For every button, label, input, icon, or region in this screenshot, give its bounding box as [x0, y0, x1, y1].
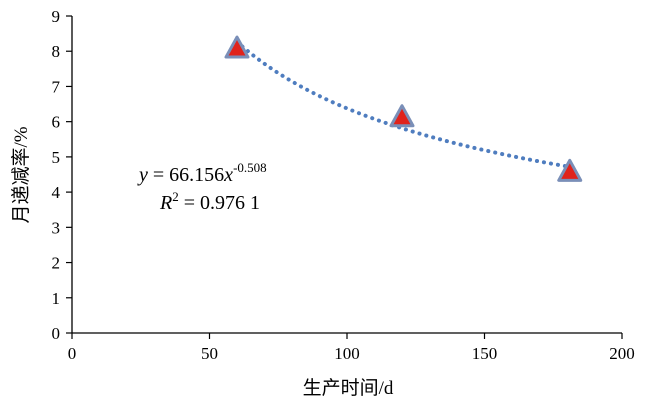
equation-y: y — [137, 164, 148, 186]
x-tick-label: 50 — [201, 344, 218, 363]
y-tick-label: 4 — [52, 183, 61, 202]
r2-label: R — [159, 192, 172, 214]
equation-x: x — [223, 164, 233, 186]
x-tick-label: 200 — [609, 344, 635, 363]
data-point-triangle — [557, 158, 583, 182]
x-tick-label: 150 — [472, 344, 498, 363]
x-tick-label: 0 — [68, 344, 77, 363]
x-tick-labels: 0 50 100 150 200 — [68, 344, 635, 363]
x-axis-title: 生产时间/d — [303, 377, 394, 399]
y-tick-label: 3 — [52, 218, 61, 237]
data-points — [224, 35, 583, 182]
axes — [66, 15, 623, 339]
y-axis-title: 月递减率/% — [10, 126, 32, 223]
y-tick-label: 9 — [52, 7, 61, 26]
y-tick-labels: 0 1 2 3 4 5 6 7 8 9 — [52, 7, 61, 343]
data-point-triangle — [224, 35, 250, 59]
y-tick-label: 7 — [52, 77, 61, 96]
data-point-triangle — [389, 104, 415, 128]
y-tick-label: 8 — [52, 42, 61, 61]
power-trendline — [235, 39, 572, 169]
r2-value: = 0.976 1 — [179, 192, 260, 214]
trendline — [235, 39, 572, 169]
equation-coef: = 66.156 — [148, 164, 224, 186]
equation-annotation: y = 66.156x-0.508 — [137, 160, 267, 186]
x-tick-label: 100 — [334, 344, 360, 363]
equation-exponent: -0.508 — [233, 160, 267, 175]
r-squared-annotation: R2 = 0.976 1 — [159, 189, 260, 214]
y-tick-label: 6 — [52, 113, 61, 132]
y-tick-label: 5 — [52, 148, 61, 167]
y-tick-label: 0 — [52, 324, 61, 343]
r2-superscript: 2 — [172, 189, 179, 204]
y-tick-label: 2 — [52, 254, 61, 273]
y-tick-label: 1 — [52, 289, 61, 308]
